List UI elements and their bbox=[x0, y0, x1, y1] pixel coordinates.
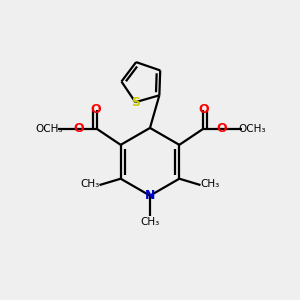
Text: O: O bbox=[91, 103, 101, 116]
Text: CH₃: CH₃ bbox=[200, 178, 220, 189]
Text: N: N bbox=[145, 189, 155, 202]
Text: O: O bbox=[73, 122, 84, 135]
Text: CH₃: CH₃ bbox=[80, 178, 100, 189]
Text: CH₃: CH₃ bbox=[140, 217, 160, 227]
Text: OCH₃: OCH₃ bbox=[35, 124, 63, 134]
Text: OCH₃: OCH₃ bbox=[238, 124, 266, 134]
Text: S: S bbox=[131, 96, 140, 109]
Text: O: O bbox=[199, 103, 209, 116]
Text: O: O bbox=[216, 122, 227, 135]
